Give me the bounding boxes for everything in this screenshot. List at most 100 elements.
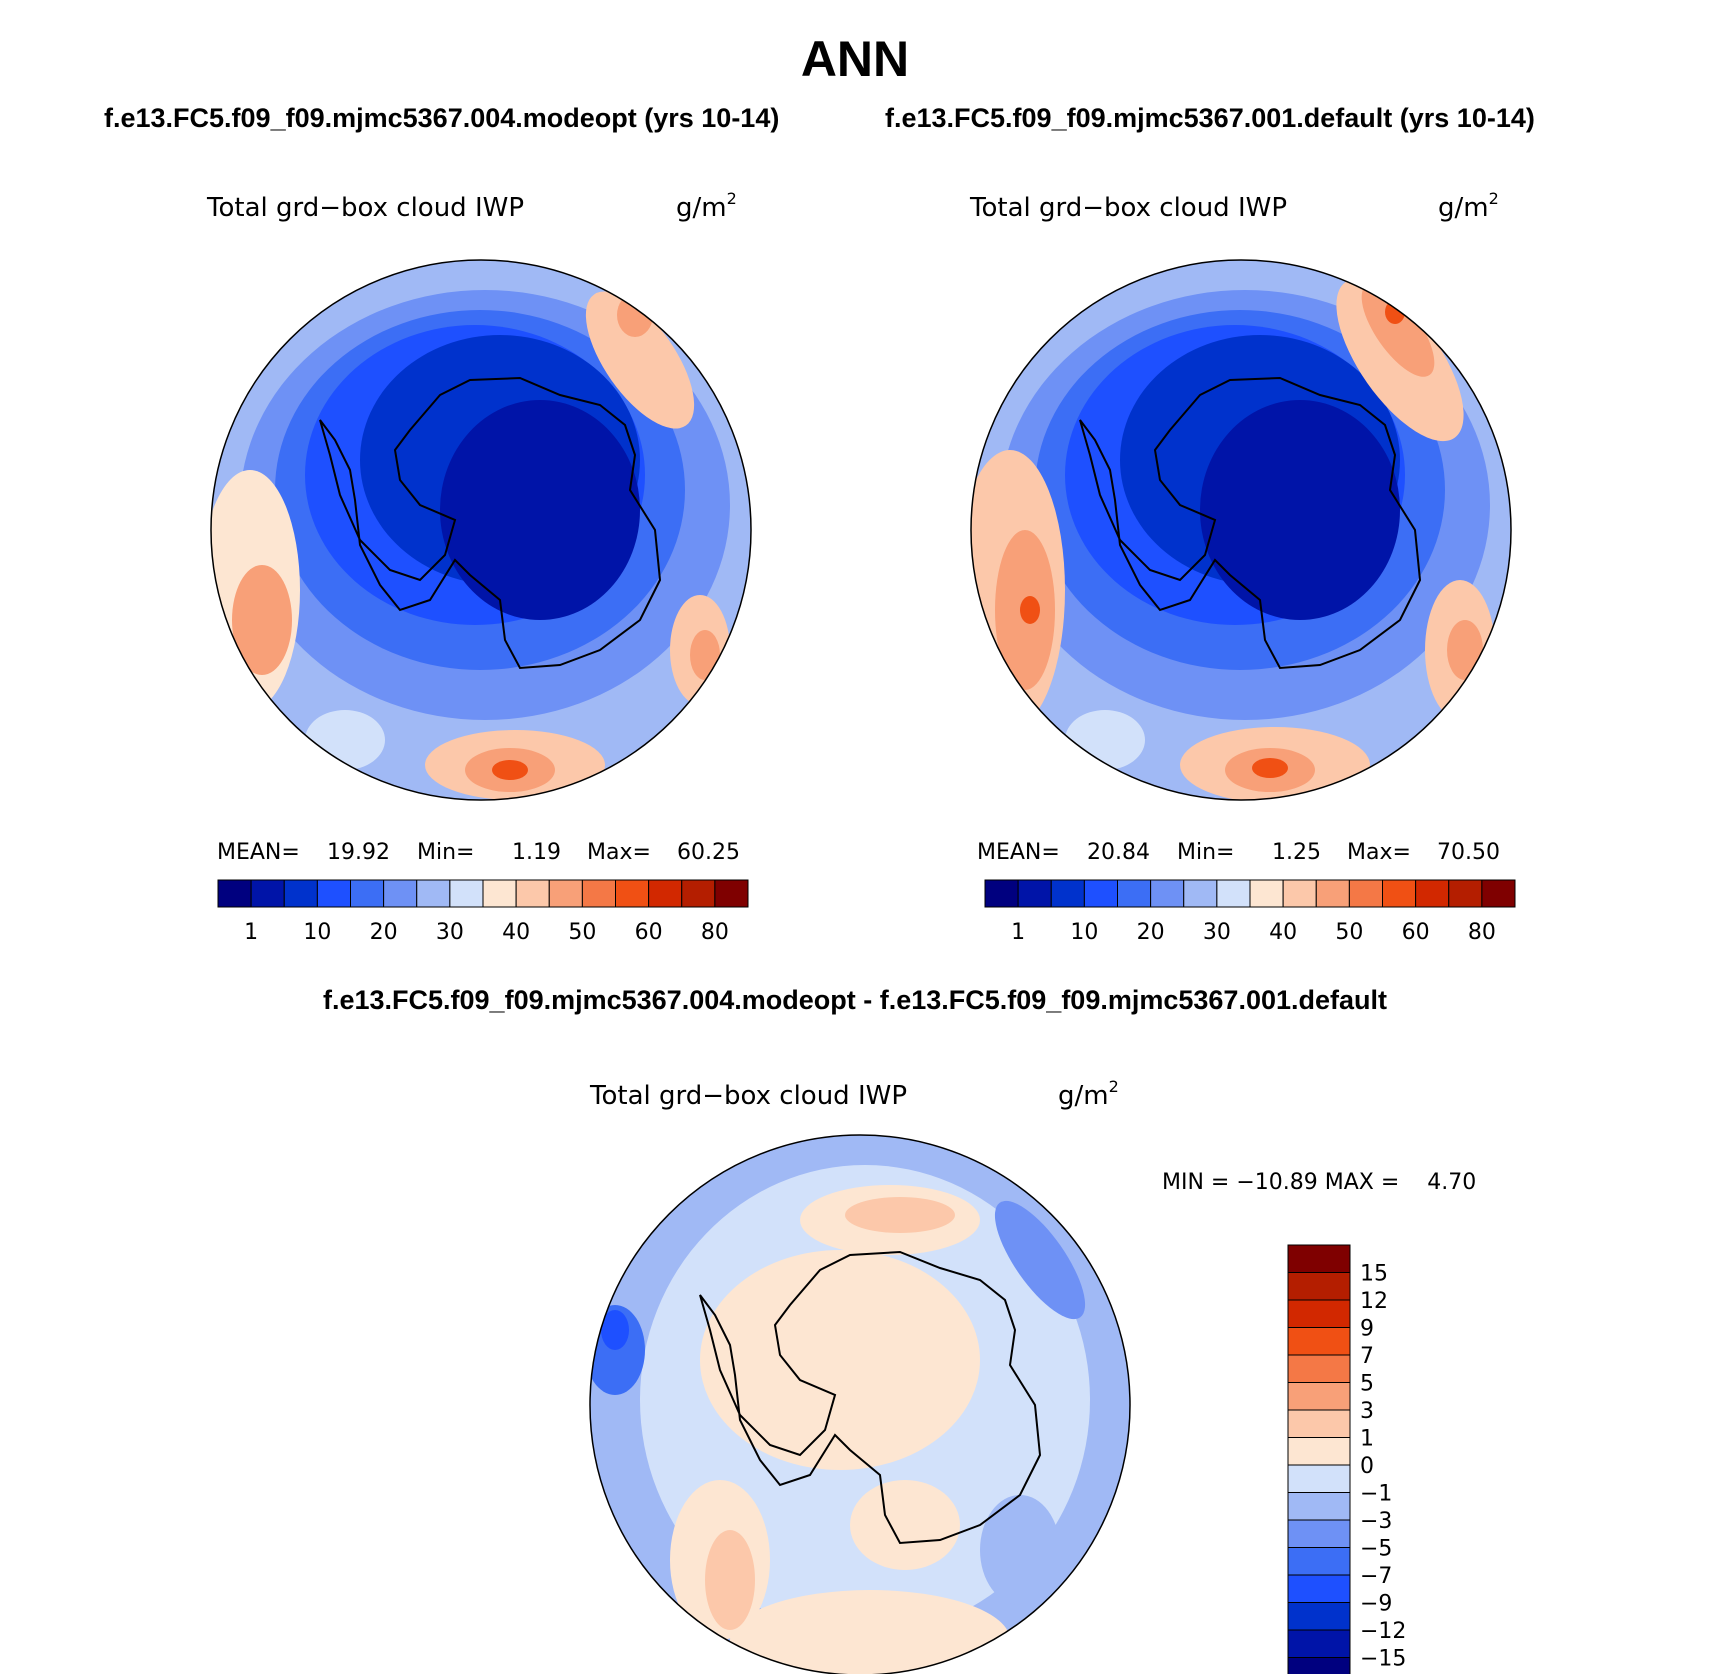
panel1-colorbar-box-10 (548, 879, 583, 908)
difference-title: f.e13.FC5.f09_f09.mjmc5367.004.modeopt -… (322, 985, 1387, 1015)
panel2-min-value: 1.25 (1272, 840, 1321, 865)
panel1-colorbar-box-9 (515, 879, 550, 908)
panel1-colorbar-box-4 (350, 879, 385, 908)
panel2-colorbar-tick-label: 1 (1011, 920, 1025, 945)
diff-colorbar-tick-label: −12 (1360, 1619, 1406, 1644)
panel1-units-label: g/m2 (676, 189, 737, 223)
panel2-colorbar-box-4 (1117, 879, 1152, 908)
diff-stats: MIN = −10.89 MAX = 4.70 (1162, 1170, 1476, 1195)
diff-colorbar-tick-label: 0 (1360, 1454, 1374, 1479)
panel1-colorbar-tick-label: 60 (635, 920, 663, 945)
diff-colorbar-box-3 (1287, 1327, 1351, 1356)
diff-colorbar-box-15 (1287, 1657, 1351, 1674)
panel2-units-label: g/m2 (1438, 189, 1499, 223)
diff-colorbar-tick-label: −7 (1360, 1564, 1392, 1589)
panel2-variable-label: Total grd−box cloud IWP (969, 193, 1287, 223)
panel1-colorbar-box-8 (482, 879, 517, 908)
diff-colorbar-box-0 (1287, 1244, 1351, 1273)
panel1-colorbar-box-13 (648, 879, 683, 908)
panel2-colorbar-box-7 (1216, 879, 1251, 908)
panel1-map (211, 260, 751, 800)
panel1-max-label: Max= (587, 840, 651, 865)
diff-colorbar-box-11 (1287, 1547, 1351, 1576)
panel2-colorbar-box-1 (1017, 879, 1052, 908)
panel1-colorbar-box-15 (714, 879, 749, 908)
diff-colorbar-box-9 (1287, 1492, 1351, 1521)
diff-colorbar-box-4 (1287, 1354, 1351, 1383)
panel1-colorbar-box-14 (681, 879, 716, 908)
panel2-colorbar-box-8 (1249, 879, 1284, 908)
panel2-colorbar-box-15 (1481, 879, 1516, 908)
diff-colorbar-tick-label: 5 (1360, 1372, 1374, 1397)
panel1-colorbar-tick-label: 50 (568, 920, 596, 945)
panel1-colorbar-box-5 (383, 879, 418, 908)
diff-colorbar-box-5 (1287, 1382, 1351, 1411)
panel2-colorbar-box-10 (1315, 879, 1350, 908)
diff-colorbar-tick-label: 1 (1360, 1427, 1374, 1452)
panel1-colorbar-box-6 (416, 879, 451, 908)
panel1-mean-value: 19.92 (327, 840, 390, 865)
panel2-colorbar-box-14 (1448, 879, 1483, 908)
panel1-colorbar-box-12 (615, 879, 650, 908)
panel2-colorbar-box-2 (1050, 879, 1085, 908)
diff-colorbar-tick-label: 9 (1360, 1317, 1374, 1342)
diff-colorbar-tick-label: −1 (1360, 1482, 1392, 1507)
panel1-colorbar-box-11 (581, 879, 616, 908)
diff-colorbar-tick-label: −9 (1360, 1592, 1392, 1617)
diff-colorbar (1287, 1244, 1351, 1674)
diff-colorbar-tick-label: −3 (1360, 1509, 1392, 1534)
panel1-min-value: 1.19 (512, 840, 561, 865)
diff-colorbar-box-7 (1287, 1437, 1351, 1466)
panel1-colorbar-ticks: 1 10 20 30 40 50 60 80 (244, 920, 729, 945)
panel2-mean-value: 20.84 (1087, 840, 1150, 865)
diff-colorbar-box-6 (1287, 1409, 1351, 1438)
panel1-colorbar-box-3 (316, 879, 351, 908)
diff-colorbar-box-14 (1287, 1629, 1351, 1658)
diff-colorbar-box-12 (1287, 1574, 1351, 1603)
panel1-colorbar-tick-label: 30 (436, 920, 464, 945)
diff-colorbar-tick-label: 7 (1360, 1344, 1374, 1369)
panel2-colorbar-ticks: 1 10 20 30 40 50 60 80 (1011, 920, 1496, 945)
panel1-colorbar-box-1 (250, 879, 285, 908)
diff-map (590, 1135, 1130, 1674)
figure-title: ANN (800, 31, 910, 87)
panel2-colorbar-box-0 (984, 879, 1019, 908)
case-title-left: f.e13.FC5.f09_f09.mjmc5367.004.modeopt (… (104, 103, 780, 133)
diff-colorbar-tick-label: 15 (1360, 1262, 1388, 1287)
diff-variable-label: Total grd−box cloud IWP (589, 1081, 907, 1111)
panel2-colorbar-tick-label: 80 (1468, 920, 1496, 945)
panel1-colorbar-tick-label: 1 (244, 920, 258, 945)
panel1-colorbar-tick-label: 10 (303, 920, 331, 945)
panel1-colorbar-tick-label: 20 (370, 920, 398, 945)
panel2-colorbar-tick-label: 10 (1070, 920, 1098, 945)
panel2-colorbar-box-9 (1282, 879, 1317, 908)
diff-colorbar-box-1 (1287, 1272, 1351, 1301)
panel2-colorbar-tick-label: 50 (1335, 920, 1363, 945)
diff-colorbar-tick-label: 3 (1360, 1399, 1374, 1424)
panel2-max-value: 70.50 (1437, 840, 1500, 865)
diff-colorbar-box-13 (1287, 1602, 1351, 1631)
panel2-colorbar-box-13 (1415, 879, 1450, 908)
diff-colorbar-tick-label: −15 (1360, 1647, 1406, 1672)
panel2-min-label: Min= (1177, 840, 1234, 865)
panel2-colorbar-box-12 (1382, 879, 1417, 908)
panel1-max-value: 60.25 (677, 840, 740, 865)
panel2-mean-label: MEAN= (977, 840, 1060, 865)
diff-colorbar-box-10 (1287, 1519, 1351, 1548)
panel1-colorbar-box-0 (217, 879, 252, 908)
case-title-right: f.e13.FC5.f09_f09.mjmc5367.001.default (… (885, 103, 1535, 133)
panel2-colorbar-tick-label: 40 (1269, 920, 1297, 945)
panel2-colorbar-box-11 (1348, 879, 1383, 908)
diff-colorbar-box-2 (1287, 1299, 1351, 1328)
panel2-map (971, 260, 1511, 800)
panel1-colorbar-tick-label: 40 (502, 920, 530, 945)
diff-units-label: g/m2 (1058, 1077, 1119, 1111)
panel2-max-label: Max= (1347, 840, 1411, 865)
panel1-colorbar (217, 879, 749, 908)
panel1-mean-label: MEAN= (217, 840, 300, 865)
panel1-colorbar-tick-label: 80 (701, 920, 729, 945)
panel1-variable-label: Total grd−box cloud IWP (206, 193, 524, 223)
panel2-colorbar-box-6 (1183, 879, 1218, 908)
